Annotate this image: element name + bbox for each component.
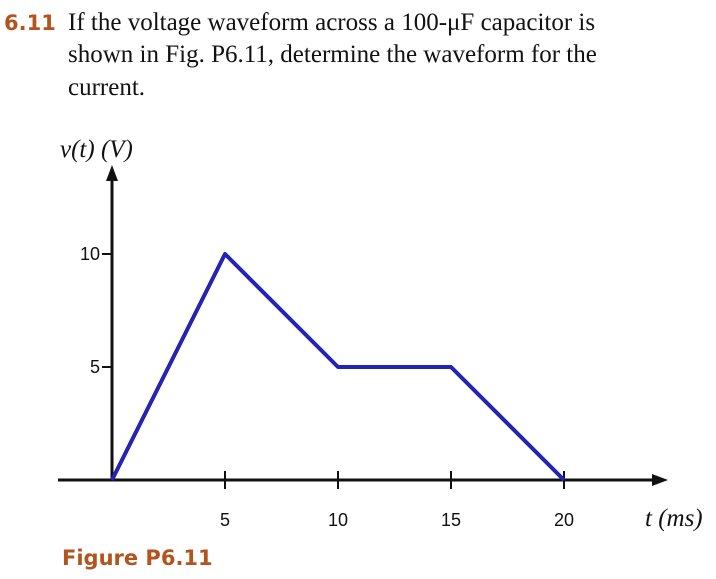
y-axis-label: v(t) (V) bbox=[60, 136, 133, 163]
problem-text: shown in Fig. P6.11, determine the wavef… bbox=[68, 41, 597, 68]
x-arrow bbox=[652, 474, 668, 486]
problem-text: If the voltage waveform across a 100-μF … bbox=[68, 9, 595, 36]
data-line bbox=[110, 252, 566, 482]
x-tick-label: 5 bbox=[220, 510, 230, 530]
y-tick-label: 10 bbox=[80, 244, 100, 264]
x-tick-label: 10 bbox=[328, 510, 348, 530]
y-tick-label: 5 bbox=[90, 357, 100, 377]
x-axis-label: t (ms) bbox=[645, 505, 703, 532]
y-arrow bbox=[106, 165, 118, 181]
figure-caption: Figure P6.11 bbox=[62, 546, 213, 570]
x-tick-label: 20 bbox=[554, 510, 574, 530]
problem-text: current. bbox=[68, 74, 145, 101]
x-tick-label: 15 bbox=[441, 510, 461, 530]
problem-number: 6.11 bbox=[4, 11, 56, 35]
